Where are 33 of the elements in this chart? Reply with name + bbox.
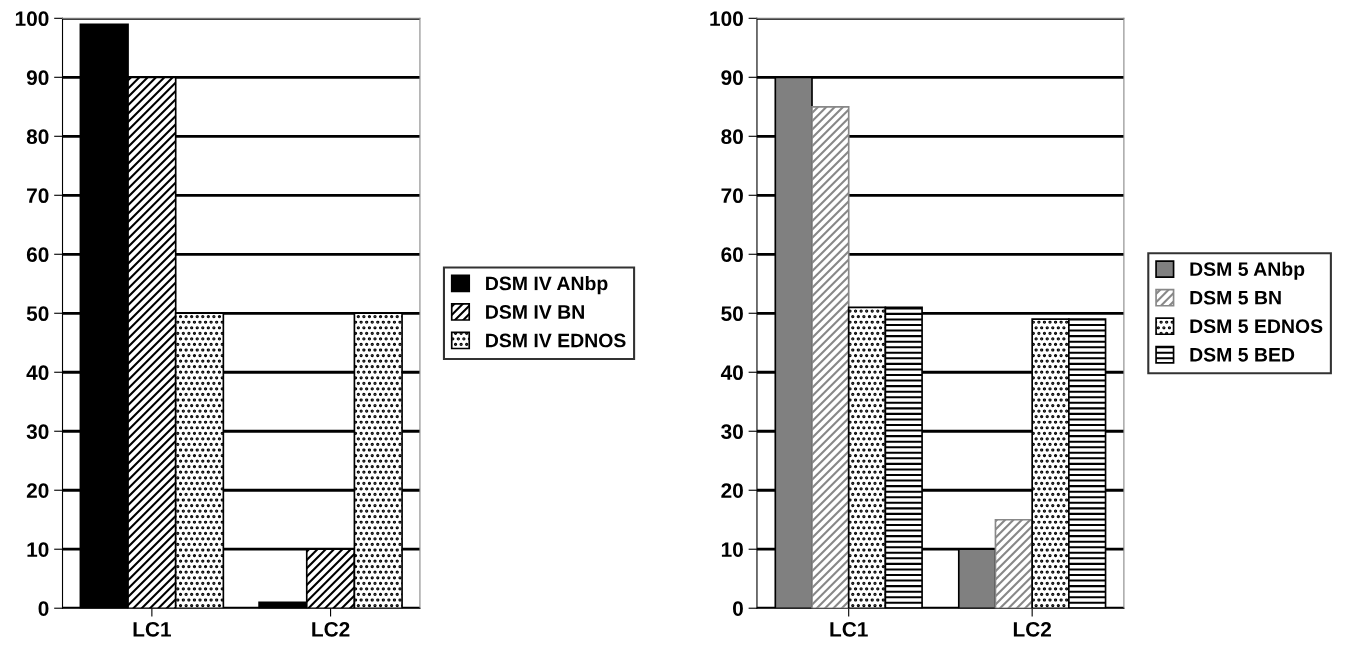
y-tick-label: 80 xyxy=(26,129,49,145)
legend-label: DSM IV ANbp xyxy=(486,276,608,295)
y-tick-label: 50 xyxy=(26,306,49,322)
y-tick-label: 10 xyxy=(721,542,743,557)
y-tick-label: 60 xyxy=(26,247,49,263)
y-tick-label: 70 xyxy=(27,188,49,204)
legend-label: DSM IV EDNOS xyxy=(486,333,626,348)
y-tick-label: 20 xyxy=(721,483,743,498)
x-tick-label: LC2 xyxy=(1013,621,1052,637)
y-tick-label: 90 xyxy=(26,70,49,86)
y-tick-label: 100 xyxy=(710,11,743,27)
y-tick-label: 90 xyxy=(721,70,743,86)
legend-label: DSM 5 BED xyxy=(1190,347,1295,362)
y-tick-label: 40 xyxy=(26,365,49,381)
legend-label: DSM 5 ANbp xyxy=(1190,261,1305,280)
legend-label: DSM IV BN xyxy=(486,305,584,319)
y-tick-label: 60 xyxy=(721,247,743,263)
x-tick-label: LC2 xyxy=(312,621,350,637)
x-tick-label: LC1 xyxy=(830,621,868,637)
legend-label: DSM 5 EDNOS xyxy=(1190,319,1323,334)
y-tick-label: 100 xyxy=(15,11,49,27)
y-tick-label: 40 xyxy=(720,365,743,381)
y-tick-label: 80 xyxy=(721,129,743,145)
y-tick-label: 0 xyxy=(38,601,49,616)
y-tick-label: 0 xyxy=(733,601,743,616)
x-tick-label: LC1 xyxy=(133,621,171,637)
y-tick-label: 30 xyxy=(721,424,743,440)
y-tick-label: 20 xyxy=(26,483,49,498)
y-tick-label: 30 xyxy=(26,424,49,440)
y-tick-label: 70 xyxy=(721,188,743,204)
y-tick-label: 10 xyxy=(27,542,49,557)
legend-label: DSM 5 BN xyxy=(1190,290,1281,305)
y-tick-label: 50 xyxy=(721,306,743,322)
